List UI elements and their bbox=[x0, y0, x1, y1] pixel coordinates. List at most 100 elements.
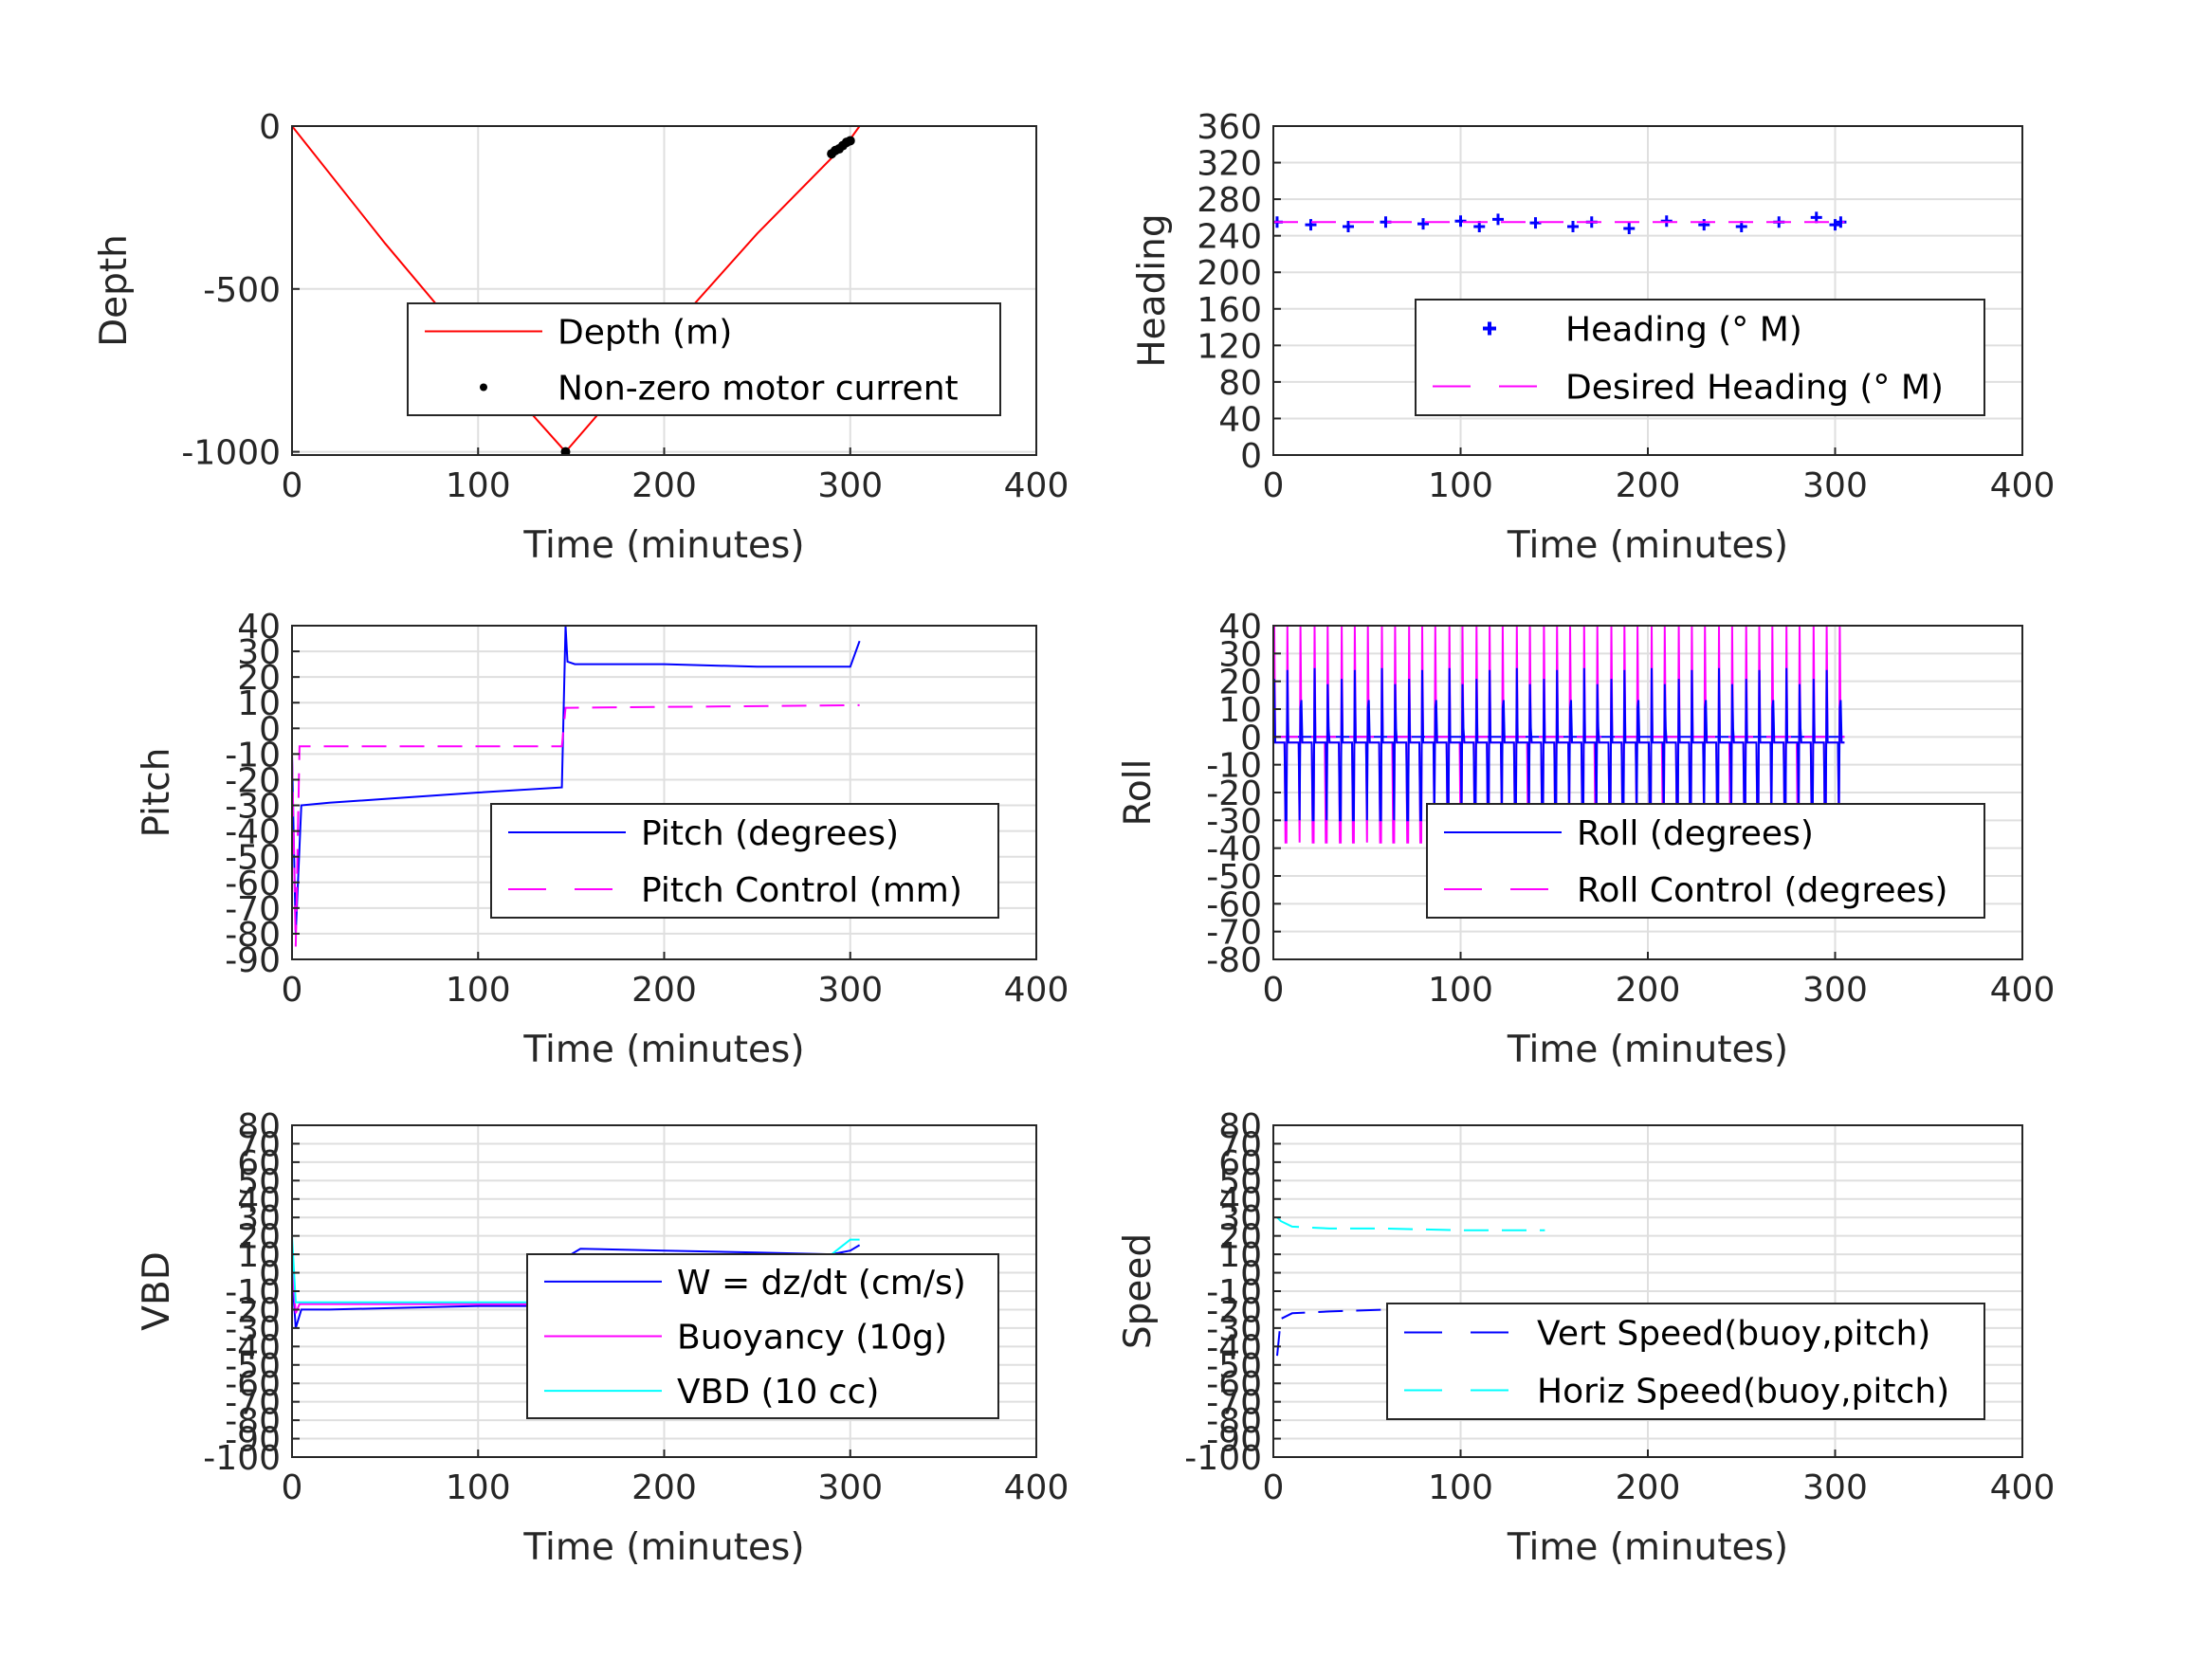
y-tick-label: -30 bbox=[225, 788, 281, 827]
legend-box bbox=[1386, 1303, 1985, 1420]
x-tick-label: 200 bbox=[1616, 1468, 1681, 1507]
y-tick-label: -50 bbox=[1206, 858, 1262, 897]
y-tick-label: -10 bbox=[1206, 1273, 1262, 1312]
x-tick-label: 200 bbox=[1616, 466, 1681, 505]
chart-speed: 0 100 200 300 400-100-90-80-70-60-50-40-30-2… bbox=[1117, 1107, 2055, 1569]
y-tick-label: -70 bbox=[225, 890, 281, 929]
y-tick-label: -60 bbox=[1206, 885, 1262, 924]
x-axis-label: Time (minutes) bbox=[522, 1029, 804, 1071]
y-tick-label: -10 bbox=[225, 736, 281, 775]
legend-marker bbox=[1483, 321, 1496, 336]
motor-current-point bbox=[560, 447, 571, 455]
y-tick-label: 40 bbox=[237, 608, 281, 647]
legend-entry: Horiz Speed(buoy,pitch) bbox=[1537, 1373, 1949, 1412]
y-tick-label: -100 bbox=[203, 1439, 281, 1478]
legend-box bbox=[407, 302, 1001, 416]
y-tick-label: 200 bbox=[1197, 254, 1262, 293]
y-tick-label: -90 bbox=[225, 1421, 281, 1460]
legend-entry: Vert Speed(buoy,pitch) bbox=[1537, 1315, 1930, 1354]
y-tick-label: 0 bbox=[1240, 437, 1262, 476]
y-tick-label: 20 bbox=[237, 1218, 281, 1257]
y-tick-label: -100 bbox=[1184, 1439, 1262, 1478]
y-tick-label: 0 bbox=[259, 710, 281, 749]
x-tick-label: 400 bbox=[1990, 1468, 2056, 1507]
legend-marker bbox=[480, 383, 487, 392]
chart-heading: 0 100 200 300 40004080120160200240280320360T… bbox=[1131, 108, 2055, 567]
y-tick-label: -1000 bbox=[181, 434, 281, 473]
y-tick-label: 80 bbox=[237, 1107, 281, 1146]
legend: Heading (° M) Desired Heading (° M) bbox=[1415, 299, 1985, 416]
y-tick-label: 0 bbox=[259, 108, 281, 147]
y-tick-label: -90 bbox=[225, 941, 281, 980]
legend-entry: Roll (degrees) bbox=[1577, 814, 1814, 853]
y-tick-label: -40 bbox=[225, 813, 281, 852]
y-tick-label: 10 bbox=[237, 684, 281, 723]
heading-point bbox=[1623, 222, 1636, 234]
legend-entry: VBD (10 cc) bbox=[677, 1373, 879, 1412]
legend-entry: Heading (° M) bbox=[1565, 311, 1802, 350]
legend-entry: Roll Control (degrees) bbox=[1577, 871, 1947, 910]
y-tick-label: -80 bbox=[1206, 941, 1262, 980]
y-tick-label: 0 bbox=[259, 1255, 281, 1294]
x-tick-label: 100 bbox=[1428, 466, 1493, 505]
y-tick-label: 30 bbox=[237, 1199, 281, 1238]
legend-entry: Desired Heading (° M) bbox=[1565, 369, 1944, 408]
y-tick-label: -20 bbox=[1206, 1291, 1262, 1330]
y-tick-label: 0 bbox=[1240, 719, 1262, 757]
y-axis-label: VBD bbox=[136, 1251, 178, 1330]
y-tick-label: 80 bbox=[1218, 1107, 1262, 1146]
x-tick-label: 100 bbox=[446, 1468, 511, 1507]
legend-box bbox=[490, 803, 999, 919]
heading-point bbox=[1492, 213, 1504, 226]
y-tick-label: 50 bbox=[1218, 1162, 1262, 1201]
y-tick-label: -10 bbox=[1206, 747, 1262, 786]
heading-point bbox=[1567, 221, 1579, 233]
y-tick-label: -40 bbox=[1206, 830, 1262, 869]
y-tick-label: 20 bbox=[1218, 1218, 1262, 1257]
y-tick-label: -50 bbox=[225, 839, 281, 878]
x-tick-label: 200 bbox=[631, 971, 697, 1010]
series-line-1 bbox=[1276, 1216, 1545, 1231]
y-tick-label: 240 bbox=[1197, 218, 1262, 257]
y-tick-label: -50 bbox=[225, 1347, 281, 1386]
heading-point bbox=[1305, 219, 1317, 231]
y-tick-label: 30 bbox=[237, 633, 281, 672]
legend-entry: W = dz/dt (cm/s) bbox=[677, 1264, 966, 1303]
x-axis-label: Time (minutes) bbox=[1507, 524, 1788, 567]
x-axis-label: Time (minutes) bbox=[1507, 1526, 1788, 1569]
x-tick-label: 0 bbox=[282, 466, 303, 505]
y-tick-label: 20 bbox=[1218, 664, 1262, 702]
x-axis-label: Time (minutes) bbox=[1507, 1029, 1788, 1071]
heading-point bbox=[1417, 218, 1429, 230]
y-tick-label: 40 bbox=[1218, 608, 1262, 647]
x-tick-label: 0 bbox=[282, 971, 303, 1010]
y-tick-label: -30 bbox=[1206, 1310, 1262, 1349]
y-tick-label: -60 bbox=[225, 1365, 281, 1404]
y-tick-label: 60 bbox=[1218, 1144, 1262, 1183]
legend: Roll (degrees) Roll Control (degrees) bbox=[1426, 803, 1985, 919]
y-tick-label: 20 bbox=[237, 659, 281, 698]
legend-entry: Pitch Control (mm) bbox=[641, 871, 962, 910]
heading-point bbox=[1343, 221, 1354, 233]
y-axis-label: Speed bbox=[1117, 1233, 1160, 1349]
series-line-0 bbox=[292, 626, 861, 934]
y-tick-label: -60 bbox=[225, 865, 281, 903]
data-layer bbox=[292, 626, 861, 947]
x-tick-label: 300 bbox=[817, 971, 883, 1010]
y-tick-label: -50 bbox=[1206, 1347, 1262, 1386]
y-tick-label: -20 bbox=[1206, 775, 1262, 813]
series-line-1 bbox=[292, 703, 860, 947]
x-tick-label: 0 bbox=[282, 1468, 303, 1507]
y-tick-label: 10 bbox=[1218, 691, 1262, 730]
legend-entry: Depth (m) bbox=[558, 314, 732, 353]
y-tick-label: 60 bbox=[237, 1144, 281, 1183]
x-tick-label: 400 bbox=[1004, 1468, 1069, 1507]
y-tick-label: 320 bbox=[1197, 145, 1262, 184]
legend-entry: Buoyancy (10g) bbox=[677, 1319, 947, 1358]
chart-vbd: 0 100 200 300 400-100-90-80-70-60-50-40-30-2… bbox=[136, 1107, 1069, 1569]
legend: W = dz/dt (cm/s) Buoyancy (10g) VBD (10 cc… bbox=[526, 1253, 999, 1419]
x-tick-label: 300 bbox=[817, 466, 883, 505]
y-tick-label: -500 bbox=[203, 271, 281, 310]
x-tick-label: 400 bbox=[1004, 971, 1069, 1010]
